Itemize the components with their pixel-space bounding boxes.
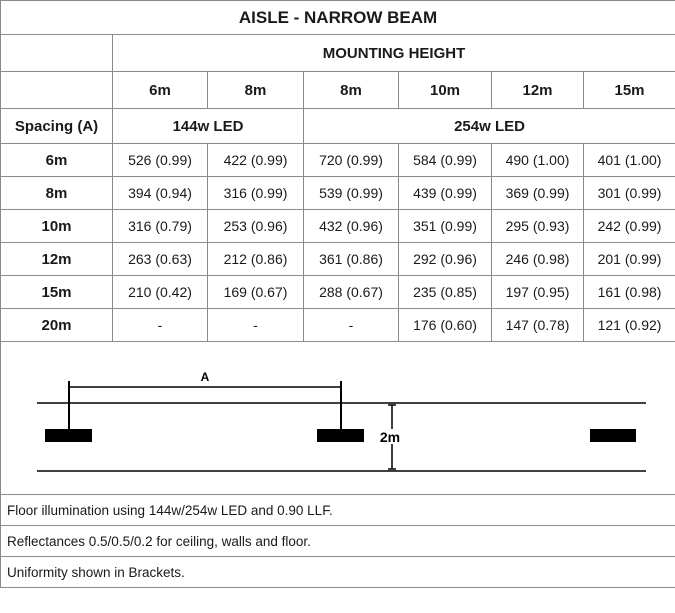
value-cell: 422 (0.99): [207, 143, 304, 177]
spacing-cell: 12m: [0, 242, 113, 276]
luminaire-3: [590, 429, 636, 442]
spacing-cell: 10m: [0, 209, 113, 243]
width-label-bg: [376, 429, 404, 444]
value-cell: 176 (0.60): [398, 308, 492, 342]
spacing-cell: 20m: [0, 308, 113, 342]
spacing-cell: 6m: [0, 143, 113, 177]
value-cell: 161 (0.98): [582, 275, 675, 309]
height-header: 10m: [398, 71, 492, 109]
value-cell: -: [303, 308, 399, 342]
value-cell: 263 (0.63): [112, 242, 208, 276]
table-title: AISLE - NARROW BEAM: [0, 0, 675, 35]
empty-header-cell: [0, 71, 113, 109]
aisle-width-label: 2m: [380, 429, 400, 445]
value-cell: 242 (0.99): [582, 209, 675, 243]
spacing-cell: 15m: [0, 275, 113, 309]
illumination-table: AISLE - NARROW BEAM MOUNTING HEIGHT 6m 8…: [0, 0, 675, 588]
table-row: 8m 394 (0.94) 316 (0.99) 539 (0.99) 439 …: [0, 176, 675, 210]
spacing-header: Spacing (A): [0, 108, 113, 144]
value-cell: 121 (0.92): [582, 308, 675, 342]
value-cell: 210 (0.42): [112, 275, 208, 309]
note-llf: Floor illumination using 144w/254w LED a…: [0, 494, 675, 526]
value-cell: 301 (0.99): [582, 176, 675, 210]
table-row: 10m 316 (0.79) 253 (0.96) 432 (0.96) 351…: [0, 209, 675, 243]
value-cell: 288 (0.67): [303, 275, 399, 309]
height-header: 15m: [582, 71, 675, 109]
height-header: 12m: [491, 71, 584, 109]
value-cell: 212 (0.86): [207, 242, 304, 276]
value-cell: 490 (1.00): [491, 143, 584, 177]
empty-header-cell: [0, 34, 113, 72]
value-cell: 246 (0.98): [491, 242, 584, 276]
height-header: 8m: [303, 71, 399, 109]
luminaire-1: [45, 429, 92, 442]
value-cell: 539 (0.99): [303, 176, 399, 210]
value-cell: 235 (0.85): [398, 275, 492, 309]
height-header: 6m: [112, 71, 208, 109]
value-cell: 197 (0.95): [491, 275, 584, 309]
luminaire-2: [317, 429, 364, 442]
value-cell: 316 (0.79): [112, 209, 208, 243]
value-cell: 351 (0.99): [398, 209, 492, 243]
spacing-marker-label: A: [201, 370, 210, 384]
value-cell: 584 (0.99): [398, 143, 492, 177]
lamp-group-254w: 254w LED: [302, 108, 675, 144]
table-row: 20m - - - 176 (0.60) 147 (0.78) 121 (0.9…: [0, 308, 675, 342]
value-cell: 316 (0.99): [207, 176, 304, 210]
lamp-group-144w: 144w LED: [112, 108, 304, 144]
table-row: 12m 263 (0.63) 212 (0.86) 361 (0.86) 292…: [0, 242, 675, 276]
value-cell: 361 (0.86): [303, 242, 399, 276]
value-cell: 394 (0.94): [112, 176, 208, 210]
value-cell: -: [207, 308, 304, 342]
value-cell: 526 (0.99): [112, 143, 208, 177]
value-cell: 292 (0.96): [398, 242, 492, 276]
height-header: 8m: [207, 71, 304, 109]
value-cell: 201 (0.99): [582, 242, 675, 276]
value-cell: 720 (0.99): [303, 143, 399, 177]
table-row: 15m 210 (0.42) 169 (0.67) 288 (0.67) 235…: [0, 275, 675, 309]
table-row: 6m 526 (0.99) 422 (0.99) 720 (0.99) 584 …: [0, 143, 675, 177]
value-cell: 295 (0.93): [491, 209, 584, 243]
note-reflectances: Reflectances 0.5/0.5/0.2 for ceiling, wa…: [0, 525, 675, 557]
aisle-layout-diagram: A 2m: [0, 341, 675, 495]
spacing-cell: 8m: [0, 176, 113, 210]
aisle-diagram-svg: A 2m: [37, 370, 646, 472]
note-uniformity: Uniformity shown in Brackets.: [0, 556, 675, 588]
mounting-height-header: MOUNTING HEIGHT: [111, 34, 675, 72]
value-cell: -: [112, 308, 208, 342]
value-cell: 169 (0.67): [207, 275, 304, 309]
value-cell: 432 (0.96): [303, 209, 399, 243]
value-cell: 147 (0.78): [491, 308, 584, 342]
value-cell: 401 (1.00): [582, 143, 675, 177]
value-cell: 369 (0.99): [491, 176, 584, 210]
value-cell: 439 (0.99): [398, 176, 492, 210]
value-cell: 253 (0.96): [207, 209, 304, 243]
